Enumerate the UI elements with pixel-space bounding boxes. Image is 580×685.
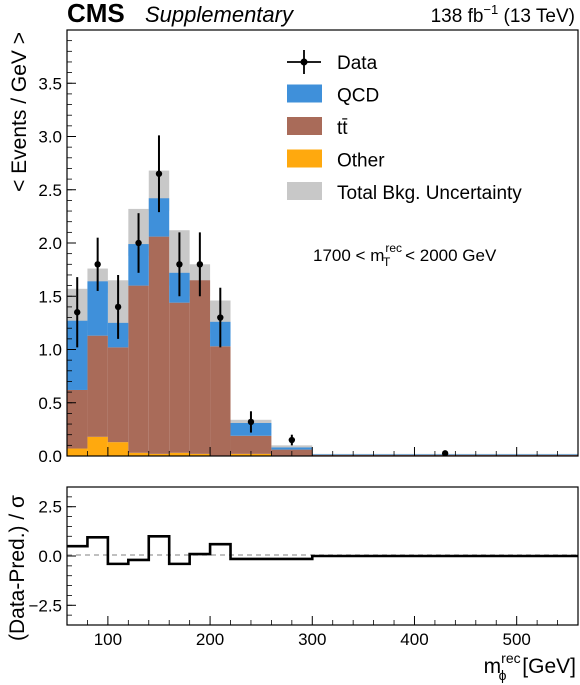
main-y-label: < Events / GeV > (8, 32, 31, 192)
bar-segment (210, 346, 231, 456)
y-tick-label: 2.0 (38, 234, 62, 253)
bar-segment (148, 236, 170, 454)
y-tick-label: 3.5 (38, 74, 62, 93)
main-panel: 0.0 0.5 1.0 1.5 2.0 2.5 3.0 3.5 < Events / GeV … (8, 29, 579, 466)
ratio-y-axis: 2.5 0.0 −2.5 (28, 496, 76, 616)
x-tick-label: 500 (502, 630, 530, 649)
legend-swatch (287, 182, 322, 200)
data-point (247, 418, 255, 426)
data-point (135, 239, 142, 247)
ratio-y-tick-label: 2.5 (38, 498, 62, 517)
y-tick-label: 0.0 (38, 447, 62, 466)
legend-data-marker (300, 58, 308, 66)
cms-label: CMS (67, 0, 125, 28)
bar-segment (271, 447, 313, 450)
y-tick-label: 2.5 (38, 181, 62, 200)
lumi-exponent: −1 (483, 2, 498, 17)
ratio-y-tick-label: 0.0 (38, 547, 62, 566)
pull-step-line (67, 534, 578, 566)
legend-label: Total Bkg. Uncertainty (337, 183, 522, 204)
lumi-label: 138 fb−1 (13 TeV) (431, 2, 575, 27)
x-label-sub: ϕ (499, 667, 507, 683)
y-tick-label: 1.5 (38, 287, 62, 306)
data-point (155, 170, 163, 177)
bar-segment (189, 280, 211, 454)
bar-segment (169, 452, 190, 456)
x-tick-label: 300 (298, 630, 326, 649)
bar-segment (87, 335, 108, 437)
main-x-ticks (87, 447, 558, 456)
x-tick-label: 400 (400, 630, 428, 649)
legend-swatch (287, 84, 322, 103)
x-label-unit: [GeV] (516, 655, 576, 678)
ratio-panel: 2.5 0.0 −2.5 100 200 300 400 500 (Data-Pred.) … (6, 486, 579, 683)
status-label: Supplementary (145, 2, 295, 27)
bar-segment (67, 389, 88, 449)
bar-segment (87, 281, 108, 336)
annotation-pre: 1700 < m (313, 246, 384, 265)
bar-segment (148, 198, 170, 237)
legend-label: Other (337, 151, 385, 172)
legend: Data QCD tt̄ Other Total Bkg. Uncertainty (287, 50, 522, 204)
mass-range-annotation: 1700 < mrec T < 2000 GeV (313, 241, 497, 269)
ratio-x-axis: 100 200 300 400 500 (87, 616, 558, 649)
data-point (217, 314, 224, 321)
y-tick-label: 3.0 (38, 128, 62, 147)
annotation-sup: rec (385, 241, 402, 255)
bar-segment (107, 442, 129, 456)
annotation-sub: T (383, 255, 391, 269)
bar-segment (169, 302, 190, 453)
main-y-axis: 0.0 0.5 1.0 1.5 2.0 2.5 3.0 3.5 (38, 40, 76, 466)
x-axis-label: mrec ϕ [GeV] (484, 650, 576, 683)
bar-segment (87, 436, 108, 456)
x-label-main: m (484, 655, 502, 678)
data-point (176, 261, 183, 268)
data-point (74, 309, 81, 316)
legend-swatch (287, 117, 322, 135)
y-tick-label: 0.5 (38, 394, 62, 413)
data-point (441, 450, 449, 457)
x-tick-label: 100 (94, 630, 122, 649)
bar-segment (67, 448, 88, 456)
y-tick-label: 1.0 (38, 341, 62, 360)
bar-segment (107, 347, 129, 443)
bar-segment (128, 452, 149, 456)
ratio-y-label: (Data-Pred.) / σ (6, 495, 29, 641)
legend-label: Data (337, 53, 378, 74)
energy-label: (13 TeV) (498, 6, 575, 27)
bar-segment (128, 285, 149, 453)
ratio-y-tick-label: −2.5 (28, 596, 62, 615)
annotation-post: < 2000 GeV (400, 246, 497, 265)
data-point (196, 261, 204, 268)
data-point (94, 261, 101, 268)
x-label-sup: rec (501, 650, 520, 666)
legend-swatch (287, 149, 322, 168)
data-point (114, 303, 122, 311)
legend-label: QCD (337, 86, 379, 107)
lumi-value: 138 fb (431, 6, 484, 27)
legend-label: tt̄ (337, 118, 348, 139)
x-tick-label: 200 (196, 630, 224, 649)
data-points (74, 135, 449, 457)
bar-segment (67, 320, 88, 390)
bar-segment (148, 453, 170, 456)
bar-segment (189, 453, 211, 456)
data-point (288, 436, 296, 444)
bar-segment (230, 435, 272, 454)
